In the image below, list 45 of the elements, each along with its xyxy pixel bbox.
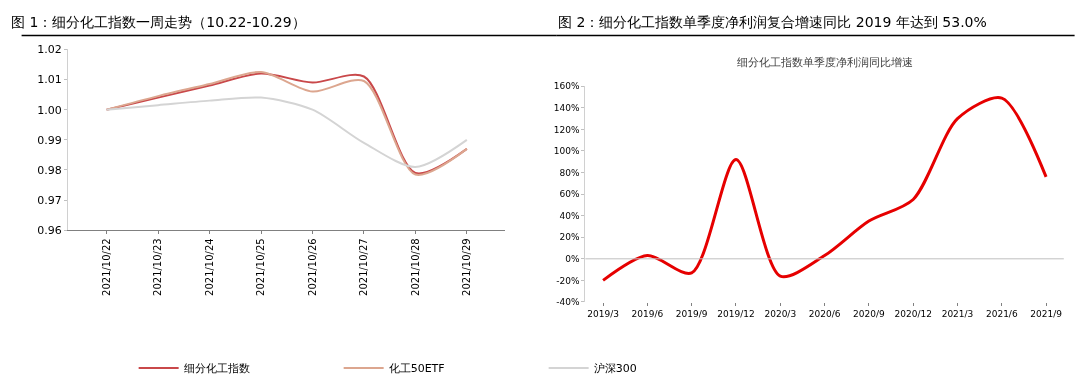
chart-subtitle: 细分化工指数单季度净利润同比增速 (737, 56, 913, 69)
y-tick-label: 0.97 (37, 194, 62, 208)
y-tick-label: 20% (559, 232, 580, 243)
x-tick-label: 2020/3 (764, 308, 797, 319)
x-tick-label: 2019/12 (717, 308, 755, 319)
y-tick-label: 0% (565, 253, 580, 264)
legend-label: 沪深300 (593, 362, 637, 376)
x-tick-label: 2021/10/28 (409, 238, 421, 296)
y-tick-label: 1.02 (37, 43, 62, 57)
y-tick-label: 100% (553, 146, 580, 157)
legend-label: 细分化工指数 (183, 362, 250, 376)
y-tick-label: 160% (553, 81, 580, 92)
x-tick-label: 2021/9 (1030, 308, 1063, 319)
y-tick-label: 0.98 (37, 163, 62, 177)
chart-title: 图 1：细分化工指数一周走势（10.22-10.29） (11, 14, 306, 30)
y-tick-label: 140% (553, 103, 580, 114)
x-tick-label: 2021/10/22 (100, 238, 112, 296)
x-tick-label: 2019/6 (631, 308, 664, 319)
x-tick-label: 2021/6 (985, 308, 1018, 319)
x-tick-label: 2021/3 (941, 308, 974, 319)
legend-label: 化工50ETF (388, 362, 445, 376)
x-tick-label: 2021/10/25 (255, 238, 267, 296)
x-tick-label: 2020/12 (894, 308, 932, 319)
y-tick-label: 80% (559, 167, 580, 178)
line-series (105, 96, 468, 168)
x-tick-label: 2021/10/29 (461, 238, 473, 296)
x-tick-label: 2020/6 (808, 308, 841, 319)
x-tick-label: 2021/10/27 (358, 238, 370, 296)
x-tick-label: 2019/3 (587, 308, 619, 319)
y-tick-label: 40% (559, 210, 580, 221)
x-tick-label: 2021/10/26 (306, 238, 318, 296)
y-tick-label: -40% (556, 297, 580, 308)
x-tick-label: 2021/10/23 (152, 238, 164, 296)
line-series (601, 96, 1048, 282)
y-tick-label: 60% (559, 189, 580, 200)
y-tick-label: -20% (556, 275, 580, 286)
x-tick-label: 2019/9 (675, 308, 708, 319)
y-tick-label: 0.96 (37, 224, 62, 238)
y-tick-label: 1.00 (37, 103, 62, 117)
y-tick-label: 1.01 (37, 73, 62, 87)
x-tick-label: 2020/9 (853, 308, 885, 319)
y-tick-label: 0.99 (37, 133, 62, 147)
chart-title: 图 2：细分化工指数单季度净利润复合增速同比 2019 年达到 53.0% (558, 14, 987, 30)
y-tick-label: 120% (553, 124, 580, 135)
x-tick-label: 2021/10/24 (203, 238, 215, 296)
